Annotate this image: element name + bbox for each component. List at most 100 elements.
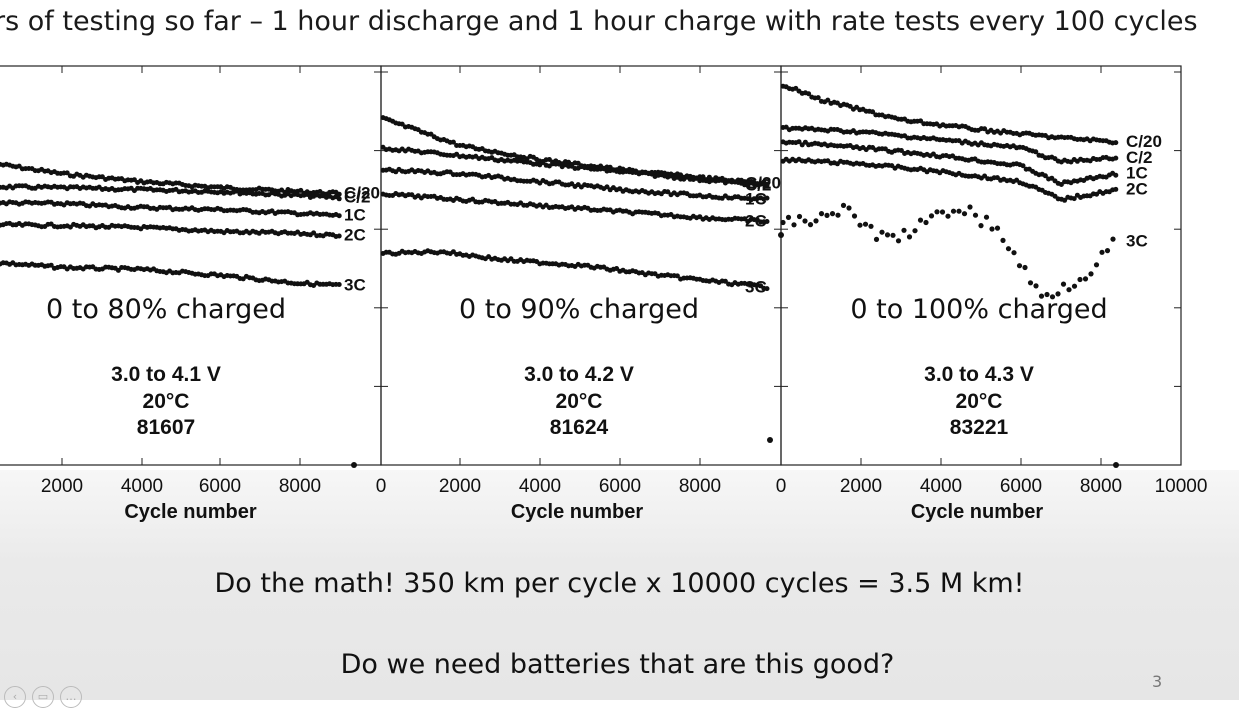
data-point-c-20 xyxy=(64,170,70,176)
data-point-3c xyxy=(1005,246,1012,252)
x-tick-label: 6000 xyxy=(599,476,641,497)
series-label: C/2 xyxy=(745,176,771,195)
data-point-3c xyxy=(983,214,990,220)
data-point-3c xyxy=(807,222,814,228)
data-point-3c xyxy=(1104,248,1111,254)
data-point-3c xyxy=(48,262,54,268)
data-point-c-2 xyxy=(234,188,240,194)
data-point-3c xyxy=(961,211,968,217)
outlier-point xyxy=(778,232,784,238)
data-point-c-2 xyxy=(336,196,342,202)
x-tick-label: 8000 xyxy=(279,476,321,497)
data-point-2c xyxy=(336,233,342,239)
outlier-point xyxy=(767,437,773,443)
data-point-c-2 xyxy=(1113,155,1119,161)
data-point-1c xyxy=(764,195,770,201)
data-point-3c xyxy=(895,238,902,244)
data-point-c-20 xyxy=(1113,140,1119,146)
condition-label: 0 to 80% charged xyxy=(46,294,286,325)
x-tick-label: 6000 xyxy=(199,476,241,497)
data-point-c-20 xyxy=(982,126,988,132)
data-point-1c xyxy=(1020,163,1026,169)
x-tick-label: 8000 xyxy=(679,476,721,497)
data-point-3c xyxy=(1099,249,1105,255)
temperature-label: 20°C xyxy=(556,390,603,413)
data-point-3c xyxy=(967,204,973,210)
data-point-3c xyxy=(1060,281,1067,287)
data-point-3c xyxy=(846,205,852,211)
slides-icon[interactable]: ▭ xyxy=(32,686,54,708)
data-point-3c xyxy=(1049,294,1056,300)
data-point-2c xyxy=(1071,196,1077,202)
data-point-3c xyxy=(791,222,797,228)
x-tick-label: 2000 xyxy=(41,476,83,497)
outlier-point xyxy=(1113,462,1119,468)
data-point-1c xyxy=(336,213,342,219)
series-label: C/20 xyxy=(344,184,380,203)
series-label: 2C xyxy=(745,212,767,231)
data-point-3c xyxy=(813,218,819,224)
x-tick-label: 4000 xyxy=(121,476,163,497)
data-point-3c xyxy=(336,282,342,287)
temperature-label: 20°C xyxy=(143,390,190,413)
data-point-3c xyxy=(796,213,803,220)
series-label: 2C xyxy=(1126,180,1148,199)
data-point-1c xyxy=(604,184,610,190)
data-point-c-2 xyxy=(764,183,770,188)
data-point-3c xyxy=(802,218,808,224)
cell-id-label: 81624 xyxy=(550,416,609,439)
x-tick-label: 4000 xyxy=(920,476,962,497)
data-point-3c xyxy=(1038,293,1045,299)
data-point-3c xyxy=(1110,236,1116,242)
data-point-3c xyxy=(829,211,836,217)
data-point-c-2 xyxy=(304,192,310,197)
page-number: 3 xyxy=(1152,672,1163,691)
data-point-1c xyxy=(665,189,671,195)
math-statement: Do the math! 350 km per cycle x 10000 cy… xyxy=(214,568,1025,599)
data-point-3c xyxy=(1088,271,1094,277)
data-point-3c xyxy=(780,219,786,226)
series-label: 1C xyxy=(1126,164,1148,183)
x-tick-label: 2000 xyxy=(439,476,481,497)
data-point-c-20 xyxy=(298,187,304,193)
data-point-3c xyxy=(934,209,940,215)
data-point-3c xyxy=(851,213,858,219)
x-tick-label: 2000 xyxy=(840,476,882,497)
series-label: C/2 xyxy=(1126,148,1152,167)
data-point-3c xyxy=(890,232,896,238)
x-axis-label: Cycle number xyxy=(911,501,1043,523)
data-point-3c xyxy=(857,222,863,228)
data-point-3c xyxy=(884,232,891,238)
data-point-1c xyxy=(1042,173,1048,179)
data-point-3c xyxy=(923,219,929,226)
data-point-3c xyxy=(1011,250,1017,256)
data-point-3c xyxy=(1082,276,1089,282)
data-point-3c xyxy=(115,267,121,273)
data-point-3c xyxy=(956,208,962,214)
data-point-3c xyxy=(939,209,946,215)
series-label: 3C xyxy=(1126,232,1148,251)
more-icon[interactable]: … xyxy=(60,686,82,708)
data-point-3c xyxy=(1077,276,1083,283)
plot-frame xyxy=(780,65,1182,466)
data-point-3c xyxy=(917,217,924,223)
data-point-3c xyxy=(674,273,680,279)
data-point-1c xyxy=(1113,172,1119,178)
voltage-label: 3.0 to 4.1 V xyxy=(111,363,221,386)
data-point-3c xyxy=(1016,263,1023,269)
data-point-c-20 xyxy=(870,109,876,115)
x-axis-label: Cycle number xyxy=(511,501,643,523)
data-point-3c xyxy=(840,202,847,208)
cell-id-label: 83221 xyxy=(950,416,1009,439)
x-tick-label: 0 xyxy=(776,476,787,497)
data-point-c-20 xyxy=(806,91,812,97)
x-tick-label: 10000 xyxy=(1155,476,1208,497)
prev-icon[interactable]: ‹ xyxy=(4,686,26,708)
data-point-3c xyxy=(1044,291,1050,298)
presentation-controls: ‹ ▭ … xyxy=(4,686,82,708)
voltage-label: 3.0 to 4.2 V xyxy=(524,363,634,386)
data-point-3c xyxy=(989,226,995,232)
temperature-label: 20°C xyxy=(956,390,1003,413)
x-tick-label: 4000 xyxy=(519,476,561,497)
